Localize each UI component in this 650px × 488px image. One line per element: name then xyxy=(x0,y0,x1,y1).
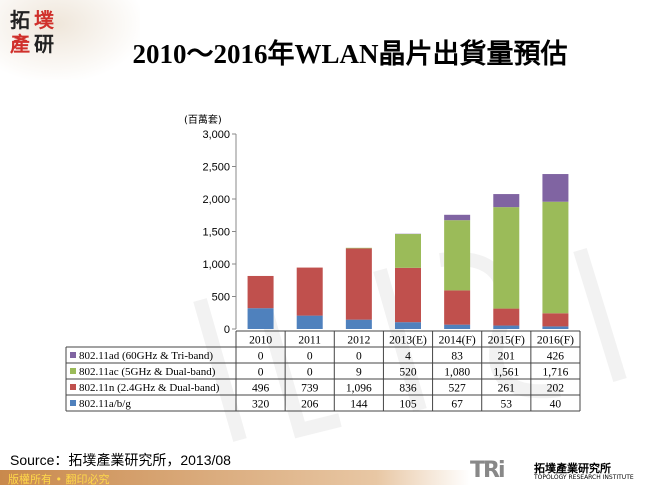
data-label: 0 xyxy=(258,367,264,379)
data-label: 836 xyxy=(399,383,417,395)
bar-segment xyxy=(444,220,470,290)
data-label: 0 xyxy=(307,351,313,363)
data-label: 53 xyxy=(501,399,513,411)
bar-segment xyxy=(493,326,519,329)
data-label: 1,716 xyxy=(542,367,568,379)
y-tick-label: 0 xyxy=(224,324,230,336)
data-label: 202 xyxy=(547,383,565,395)
data-label: 739 xyxy=(301,383,319,395)
bar-segment xyxy=(542,174,568,202)
bar-segment xyxy=(395,234,421,268)
copyright: 版權所有 • 翻印必究 xyxy=(8,473,109,486)
x-tick-label: 2012 xyxy=(347,335,370,347)
x-tick-label: 2013(E) xyxy=(389,335,427,347)
data-label: 83 xyxy=(451,351,463,363)
bar-segment xyxy=(346,248,372,249)
data-label: 1,561 xyxy=(493,367,519,379)
tri-logo: TRi 拓墣產業研究所 TOPOLOGY RESEARCH INSTITUTE xyxy=(470,458,504,483)
data-label: 0 xyxy=(258,351,264,363)
y-tick-label: 500 xyxy=(212,292,230,304)
source-note: Source：拓墣產業研究所，2013/08 xyxy=(10,450,231,470)
bar-segment xyxy=(395,322,421,329)
legend-label: 802.11ac (5GHz & Dual-band) xyxy=(79,366,216,378)
legend-swatch xyxy=(70,400,76,406)
bar-segment xyxy=(297,316,323,329)
legend-label: 802.11ad (60GHz & Tri-band) xyxy=(79,350,213,362)
data-label: 1,096 xyxy=(346,383,372,395)
x-tick-label: 2014(F) xyxy=(439,335,476,347)
data-label: 320 xyxy=(252,399,270,411)
data-label: 0 xyxy=(356,351,362,363)
data-label: 206 xyxy=(301,399,319,411)
x-tick-label: 2011 xyxy=(298,335,321,347)
y-tick-label: 1,000 xyxy=(202,259,230,271)
legend-swatch xyxy=(70,352,76,358)
x-tick-label: 2016(F) xyxy=(537,335,574,347)
y-tick-label: 3,000 xyxy=(202,129,230,141)
data-label: 144 xyxy=(350,399,368,411)
footer-bar: 版權所有 • 翻印必究 xyxy=(0,470,470,485)
y-tick-label: 2,500 xyxy=(202,162,230,174)
bar-segment xyxy=(297,268,323,316)
y-tick-label: 1,500 xyxy=(202,227,230,239)
data-label: 4 xyxy=(405,351,411,363)
legend-label: 802.11a/b/g xyxy=(79,398,131,410)
bar-segment xyxy=(346,320,372,329)
bar-segment xyxy=(444,325,470,329)
data-label: 40 xyxy=(550,399,562,411)
bar-segment xyxy=(248,276,274,308)
data-label: 201 xyxy=(498,351,516,363)
x-tick-label: 2015(F) xyxy=(488,335,525,347)
bar-segment xyxy=(542,202,568,314)
bar-segment xyxy=(493,309,519,326)
legend-swatch xyxy=(70,384,76,390)
tri-mark: TRi xyxy=(470,458,504,483)
data-label: 9 xyxy=(356,367,362,379)
data-label: 527 xyxy=(449,383,467,395)
y-tick-label: 2,000 xyxy=(202,194,230,206)
bar-segment xyxy=(444,215,470,220)
tri-en: TOPOLOGY RESEARCH INSTITUTE xyxy=(534,474,634,481)
data-label: 67 xyxy=(451,399,463,411)
bar-segment xyxy=(395,268,421,322)
x-tick-label: 2010 xyxy=(249,335,272,347)
data-label: 520 xyxy=(399,367,417,379)
y-axis-label: (百萬套) xyxy=(184,113,222,126)
data-label: 261 xyxy=(498,383,516,395)
legend-swatch xyxy=(70,368,76,374)
data-label: 1,080 xyxy=(444,367,470,379)
bar-segment xyxy=(346,248,372,319)
data-label: 496 xyxy=(252,383,270,395)
data-label: 105 xyxy=(399,399,417,411)
bar-segment xyxy=(542,326,568,329)
legend-label: 802.11n (2.4GHz & Dual-band) xyxy=(79,382,220,394)
bar-segment xyxy=(248,308,274,329)
bar-segment xyxy=(493,194,519,207)
bar-segment xyxy=(444,290,470,324)
data-label: 0 xyxy=(307,367,313,379)
bar-segment xyxy=(493,207,519,308)
data-label: 426 xyxy=(547,351,565,363)
bar-segment xyxy=(542,313,568,326)
